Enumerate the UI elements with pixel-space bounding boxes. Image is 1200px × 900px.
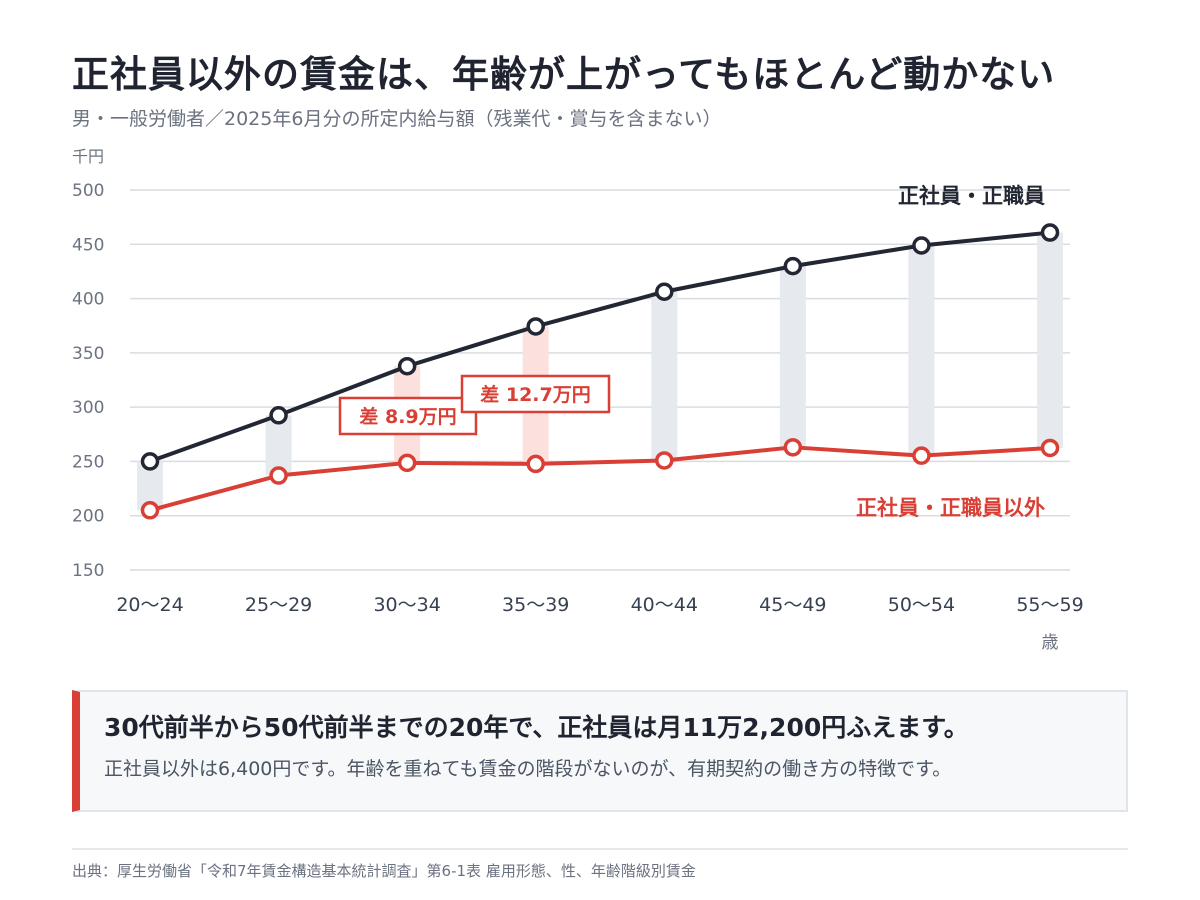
x-tick-label: 35～39 [502, 594, 569, 616]
callout-headline: 30代前半から50代前半までの20年で、正社員は月11万2,200円ふえます。 [104, 713, 969, 742]
gap-bar [779, 266, 806, 448]
x-tick-label: 20～24 [116, 594, 183, 616]
data-point [783, 256, 803, 276]
summary-callout: 30代前半から50代前半までの20年で、正社員は月11万2,200円ふえます。 … [72, 690, 1128, 812]
y-tick-label: 300 [72, 398, 104, 418]
y-tick-label: 350 [72, 344, 104, 364]
source-note: 出典：厚生労働省「令和7年賃金構造基本統計調査」第6-1表 雇用形態、性、年齢階… [72, 862, 696, 880]
data-point [140, 501, 160, 520]
gap-annotation-label: 差 8.9万円 [359, 405, 456, 428]
data-point [1040, 223, 1060, 242]
data-point [783, 438, 803, 457]
page-subtitle: 男・一般労働者／2025年6月分の所定内給与額（残業代・賞与を含まない） [72, 108, 722, 130]
y-tick-label: 200 [72, 507, 104, 527]
series-label-non-regular: 正社員・正職員以外 [856, 496, 1045, 520]
data-point [526, 454, 545, 474]
y-tick-label: 500 [72, 181, 104, 201]
gap-bar [908, 245, 935, 456]
x-tick-label: 40～44 [631, 594, 698, 616]
gap-annotation-box [338, 396, 478, 436]
y-tick-label: 250 [72, 452, 104, 472]
data-point [912, 446, 931, 465]
gap-bar [651, 291, 678, 461]
data-point [140, 452, 160, 471]
gap-bar [265, 415, 292, 476]
footer-divider [72, 848, 1128, 850]
gap-annotation-label: 差 12.7万円 [480, 383, 591, 406]
line-chart: 千円歳 150 200 250 300 350 400 450 500 20～24 25～29 30～… [72, 147, 1084, 653]
data-point [655, 282, 674, 301]
x-tick-label: 25～29 [245, 594, 312, 616]
page-title: 正社員以外の賃金は、年齢が上がってもほとんど動かない [72, 53, 1056, 96]
data-point [397, 356, 417, 376]
x-axis-unit: 歳 [1042, 633, 1059, 653]
y-tick-label: 150 [72, 561, 104, 581]
data-point [1040, 438, 1060, 458]
data-point [526, 317, 545, 336]
x-tick-label: 55～59 [1016, 594, 1083, 616]
data-point [269, 406, 288, 425]
x-tick-label: 50～54 [888, 594, 955, 616]
series-line-1 [149, 230, 1051, 464]
x-tick-label: 45～49 [759, 594, 826, 616]
series-label-regular: 正社員・正職員 [898, 184, 1045, 208]
data-point [269, 466, 288, 485]
gap-annotation-box [460, 374, 611, 414]
x-tick-label: 30～34 [373, 594, 440, 616]
series-line-2 [149, 445, 1051, 513]
y-tick-label: 400 [72, 290, 104, 310]
y-tick-label: 450 [72, 235, 104, 255]
data-point [912, 236, 931, 255]
callout-body: 正社員以外は6,400円です。年齢を重ねても賃金の階段がないのが、有期契約の働き… [104, 758, 952, 780]
data-point [655, 451, 674, 470]
gap-bar [1037, 232, 1063, 448]
y-axis-unit: 千円 [72, 147, 104, 166]
data-point [397, 453, 417, 473]
